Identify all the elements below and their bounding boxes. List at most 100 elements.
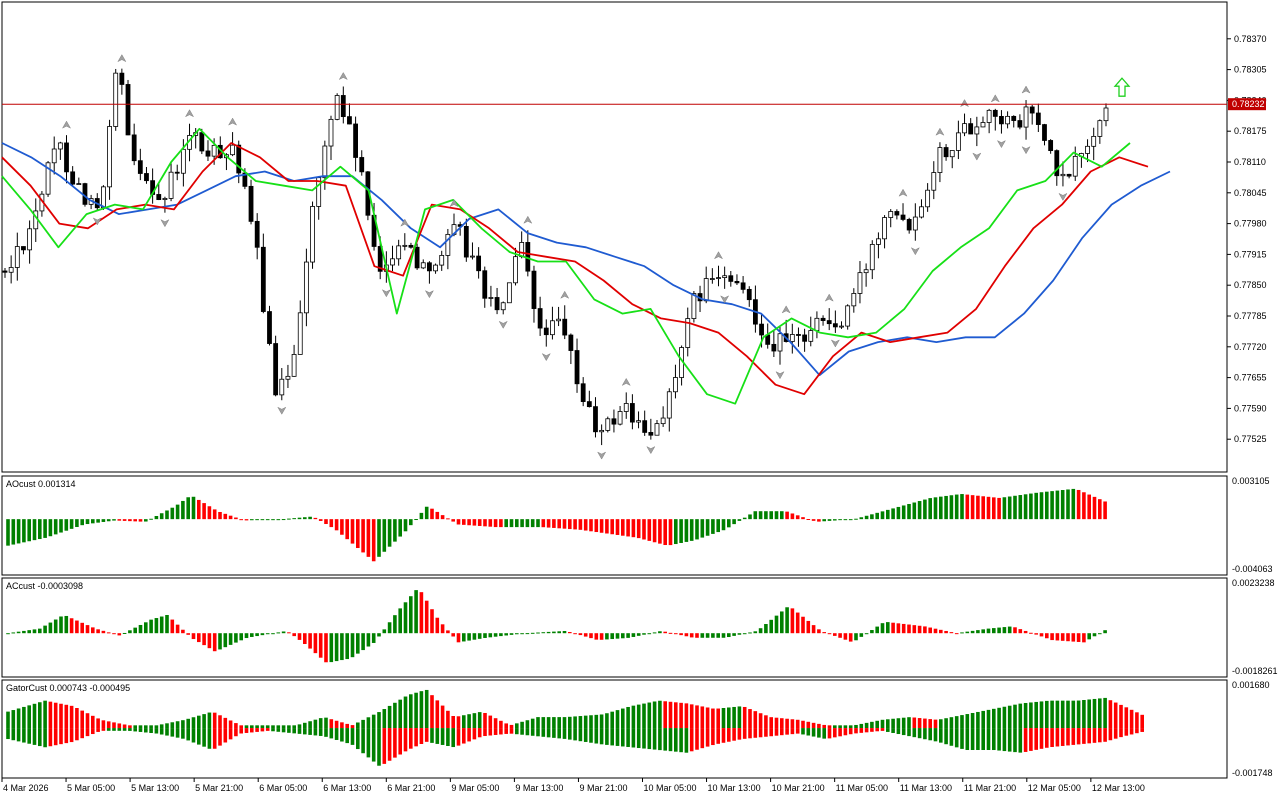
gator-lower-bar <box>1113 728 1118 739</box>
bull-candle <box>857 272 863 294</box>
histogram-bar <box>313 633 318 654</box>
gator-upper-bar <box>75 708 79 729</box>
histogram-bar <box>228 515 233 520</box>
bull-candle <box>1005 115 1010 125</box>
histogram-bar <box>1060 490 1065 520</box>
gator-upper-bar <box>409 694 413 729</box>
histogram-bar <box>886 622 890 634</box>
histogram-bar <box>621 633 625 639</box>
histogram-bar <box>271 633 275 635</box>
gator-lower-bar <box>292 728 296 734</box>
bear-candle <box>562 318 568 336</box>
gator-upper-bar <box>599 714 604 729</box>
histogram-bar <box>133 519 137 522</box>
time-tick-label: 6 Mar 13:00 <box>323 783 371 793</box>
gator-upper-bar <box>536 717 540 729</box>
gator-upper-bar <box>1002 706 1007 729</box>
histogram-bar <box>112 519 116 521</box>
histogram-bar <box>764 511 768 520</box>
histogram-bar <box>356 519 360 549</box>
histogram-bar <box>430 508 434 520</box>
gator-lower-bar <box>462 728 466 744</box>
gator-indicator-pane[interactable]: GatorCust 0.000743 -0.000495 0.001680 -0… <box>1 679 1273 779</box>
gator-upper-bar <box>334 720 339 729</box>
bear-candle <box>568 334 574 351</box>
histogram-bar <box>525 633 530 635</box>
gator-upper-bar <box>43 700 47 729</box>
histogram-bar <box>313 517 318 520</box>
price-chart-pane[interactable]: 0.783700.783050.782400.781750.781100.780… <box>1 1 1267 473</box>
gator-lower-bar <box>599 728 604 745</box>
histogram-bar <box>48 519 53 537</box>
fractal-down-arrow-icon <box>1021 146 1031 155</box>
gator-lower-bar <box>239 728 243 734</box>
fractal-down-arrow-icon <box>830 339 840 348</box>
gator-lower-bar <box>493 728 498 735</box>
histogram-bar <box>610 519 614 535</box>
histogram-bar <box>149 619 153 634</box>
histogram-bar <box>621 519 625 536</box>
histogram-bar <box>308 633 312 649</box>
gator-lower-bar <box>356 728 360 750</box>
histogram-bar <box>568 632 572 634</box>
gator-lower-bar <box>1119 728 1123 738</box>
histogram-bar <box>923 626 927 634</box>
gator-lower-bar <box>764 728 768 737</box>
gator-lower-bar <box>165 728 169 736</box>
bear-candle <box>1042 124 1047 141</box>
histogram-bar <box>382 629 387 634</box>
gator-lower-bar <box>1007 728 1012 752</box>
gator-tick-top: 0.001680 <box>1232 680 1270 690</box>
histogram-bar <box>91 519 95 524</box>
histogram-bar <box>43 625 47 634</box>
gator-lower-bar <box>944 728 948 745</box>
price-chart-frame <box>1 1 1228 473</box>
histogram-bar <box>970 630 975 634</box>
gator-lower-bar <box>647 728 652 750</box>
histogram-bar <box>440 515 445 520</box>
histogram-bar <box>435 617 440 634</box>
gator-upper-bar <box>85 713 90 729</box>
histogram-bar <box>992 497 996 520</box>
histogram-bar <box>387 622 392 634</box>
bull-candle <box>623 403 629 412</box>
histogram-bar <box>684 519 689 542</box>
fractal-down-arrow-icon <box>910 247 920 256</box>
gator-upper-bar <box>281 725 286 729</box>
ac-indicator-label: ACcust -0.0003098 <box>6 581 83 591</box>
gator-upper-bar <box>11 710 16 729</box>
histogram-bar <box>684 633 689 637</box>
bull-candle <box>955 132 961 151</box>
gator-lower-bar <box>1098 728 1102 743</box>
gator-upper-bar <box>811 722 816 729</box>
gator-lower-bar <box>573 728 577 741</box>
gator-lower-bar <box>822 728 826 739</box>
ao-indicator-pane[interactable]: AOcust 0.001314 0.003105 -0.004063 <box>1 475 1273 576</box>
gator-upper-bar <box>22 706 26 729</box>
bear-candle <box>414 246 420 269</box>
histogram-bar <box>1023 630 1028 634</box>
gator-lower-bar <box>705 728 710 747</box>
histogram-bar <box>631 519 636 538</box>
ac-indicator-pane[interactable]: ACcust -0.0003098 0.0023238 -0.0018261 <box>1 577 1278 678</box>
gator-upper-bar <box>859 723 864 729</box>
histogram-bar <box>997 627 1001 634</box>
gator-upper-bar <box>414 692 418 729</box>
gator-upper-bar <box>197 715 201 729</box>
gator-lower-bar <box>96 728 100 732</box>
histogram-bar <box>642 633 646 635</box>
gator-upper-bar <box>530 718 535 729</box>
histogram-bar <box>451 519 455 522</box>
price-tick-label: 0.78110 <box>1234 157 1266 167</box>
gator-upper-bar <box>488 715 493 729</box>
histogram-bar <box>462 519 466 525</box>
gator-lower-bar <box>1129 728 1134 735</box>
histogram-bar <box>891 622 895 634</box>
histogram-bar <box>875 626 879 634</box>
histogram-bar <box>785 607 789 634</box>
gator-lower-bar <box>387 728 392 761</box>
gator-lower-bar <box>1071 728 1076 745</box>
histogram-bar <box>986 628 991 634</box>
bull-candle <box>297 312 303 355</box>
